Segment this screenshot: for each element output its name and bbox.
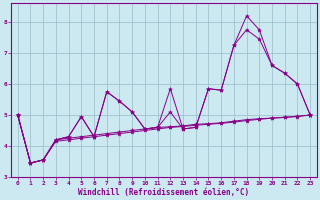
X-axis label: Windchill (Refroidissement éolien,°C): Windchill (Refroidissement éolien,°C) (78, 188, 250, 197)
